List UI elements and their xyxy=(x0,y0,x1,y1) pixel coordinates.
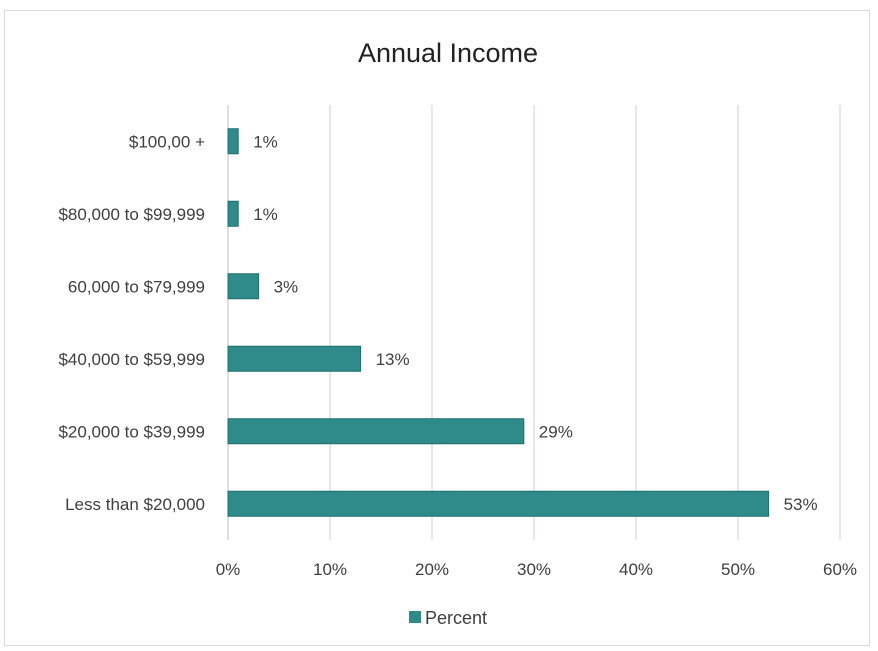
legend: Percent xyxy=(409,608,487,628)
x-tick-label: 60% xyxy=(823,560,857,579)
chart-frame xyxy=(4,10,870,646)
x-tick-label: 10% xyxy=(313,560,347,579)
x-tick-label: 0% xyxy=(216,560,241,579)
category-label: Less than $20,000 xyxy=(65,495,205,514)
category-label: $80,000 to $99,999 xyxy=(58,205,205,224)
bar xyxy=(227,418,525,445)
category-label: 60,000 to $79,999 xyxy=(68,277,205,296)
x-tick-label: 30% xyxy=(517,560,551,579)
bar xyxy=(227,345,362,372)
data-label: 13% xyxy=(376,350,410,369)
data-label: 1% xyxy=(253,132,278,151)
data-label: 1% xyxy=(253,205,278,224)
x-tick-label: 50% xyxy=(721,560,755,579)
data-label: 29% xyxy=(539,422,573,441)
category-labels: $100,00 + $80,000 to $99,999 60,000 to $79… xyxy=(58,132,205,514)
data-labels: 1% 1% 3% 13% 29% 53% xyxy=(253,132,817,514)
data-label: 3% xyxy=(274,277,299,296)
legend-swatch-percent xyxy=(409,611,421,623)
chart-title: Annual Income xyxy=(358,38,538,68)
legend-label-percent: Percent xyxy=(425,608,487,628)
gridlines xyxy=(227,105,841,540)
category-label: $40,000 to $59,999 xyxy=(58,350,205,369)
x-tick-label: 20% xyxy=(415,560,449,579)
x-tick-labels: 0% 10% 20% 30% 40% 50% 60% xyxy=(216,560,857,579)
bar xyxy=(227,273,260,300)
bar xyxy=(227,200,239,227)
data-label: 53% xyxy=(784,495,818,514)
category-label: $100,00 + xyxy=(129,132,205,151)
bar xyxy=(227,128,239,155)
x-tick-label: 40% xyxy=(619,560,653,579)
bars xyxy=(227,128,770,517)
category-label: $20,000 to $39,999 xyxy=(58,422,205,441)
bar xyxy=(227,490,770,517)
